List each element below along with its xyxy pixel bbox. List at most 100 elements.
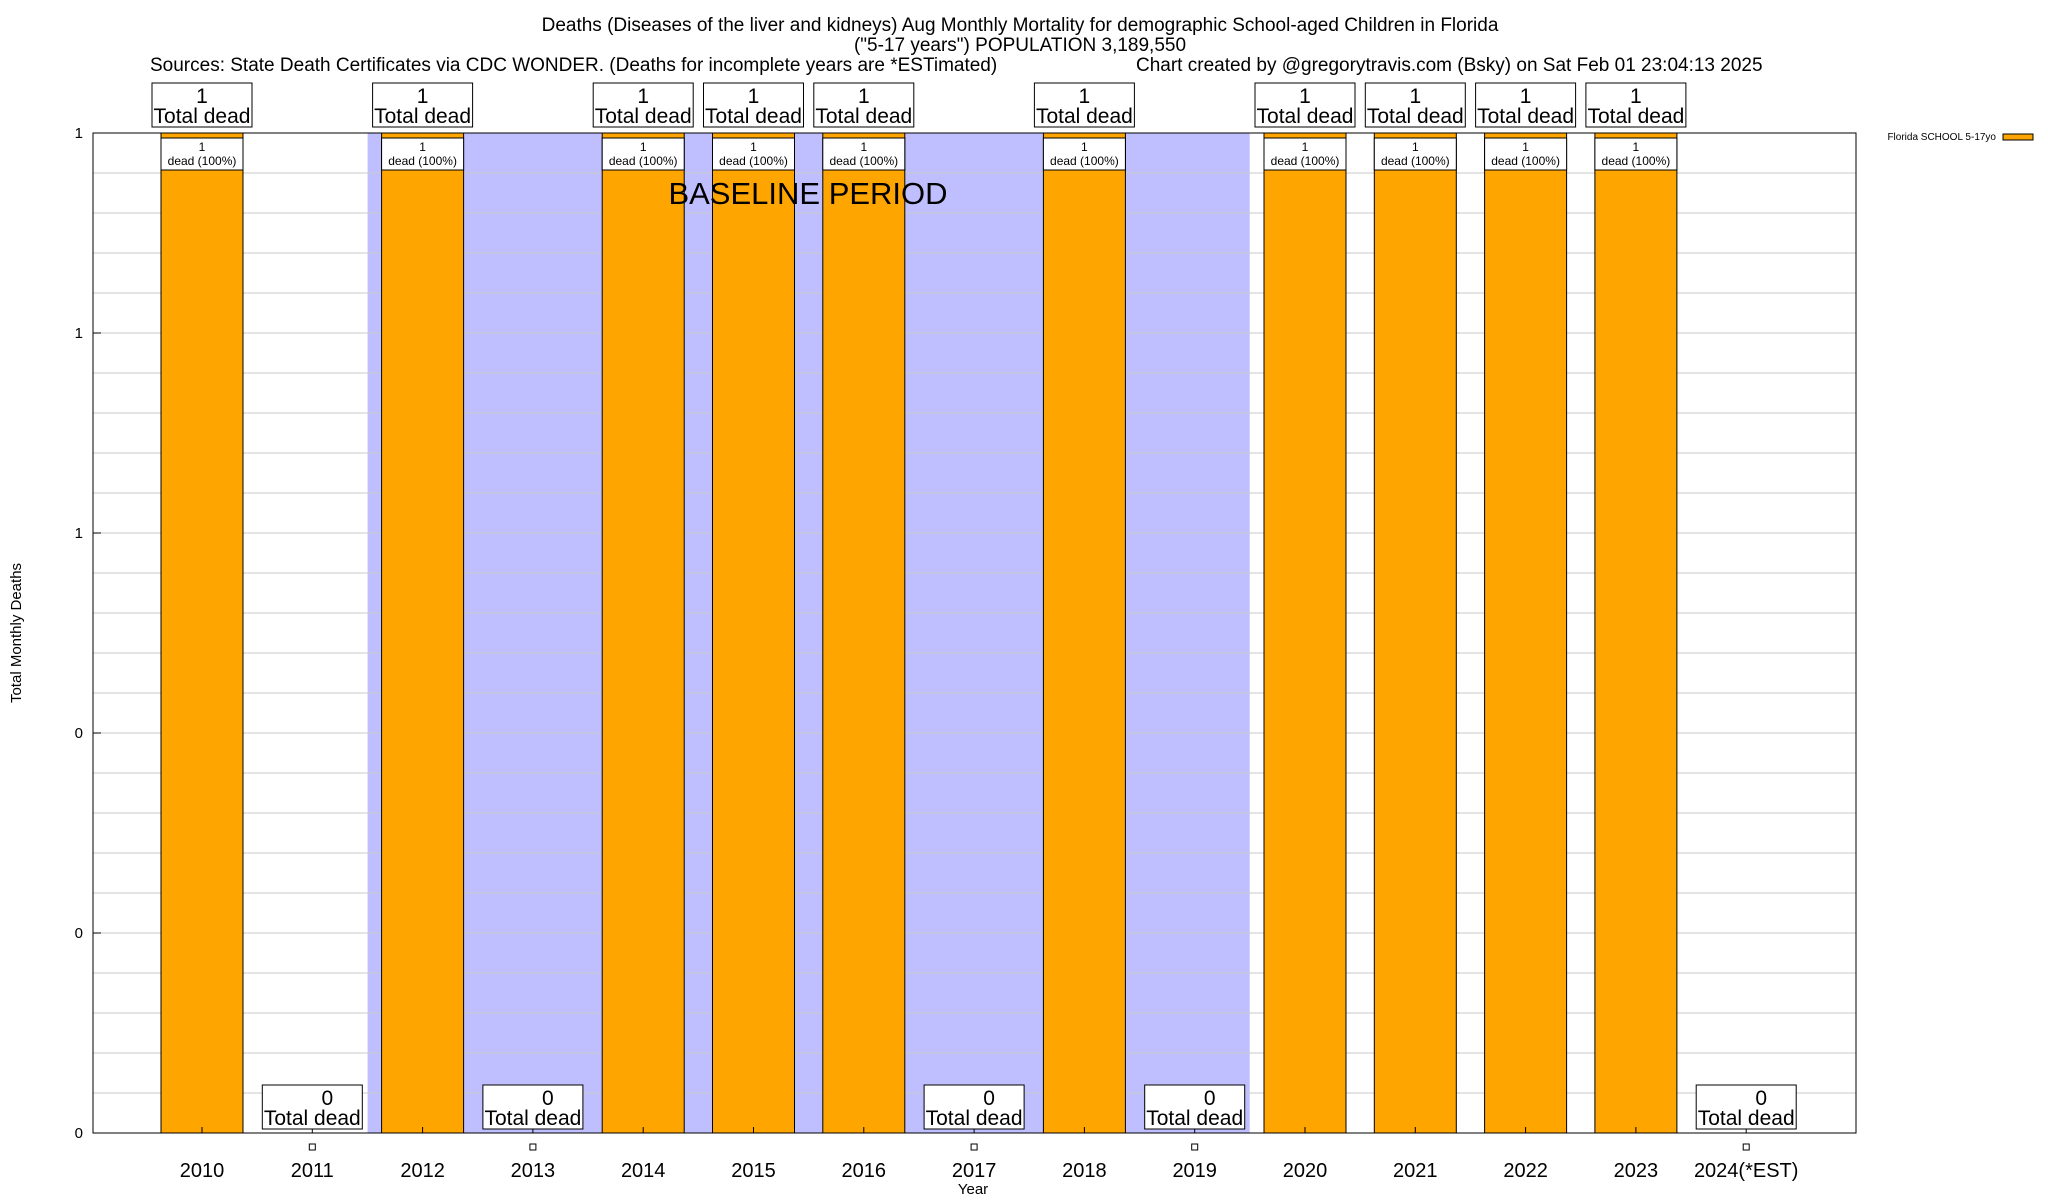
total-label-box xyxy=(1695,1084,1797,1130)
bar xyxy=(1484,132,1568,1134)
baseline-period-label: BASELINE PERIOD xyxy=(668,176,947,211)
total-label-count: 1 xyxy=(1079,85,1091,108)
total-label-count: 0 xyxy=(983,1087,995,1110)
bar-label-count: 1 xyxy=(1302,140,1309,154)
bar-label-percent: dead (100%) xyxy=(829,154,898,168)
bar-label-percent: dead (100%) xyxy=(719,154,788,168)
bar-label-percent: dead (100%) xyxy=(1271,154,1340,168)
bar-label-count: 1 xyxy=(640,140,647,154)
bar-label-box xyxy=(160,137,244,171)
total-label-count: 1 xyxy=(196,85,208,108)
total-label-box xyxy=(1033,82,1135,128)
x-tick-label: 2024(*EST) xyxy=(1694,1160,1799,1182)
total-label-box xyxy=(703,82,804,128)
x-tick-label: 2015 xyxy=(731,1160,776,1182)
zero-marker xyxy=(308,1143,316,1151)
total-label-text: Total dead xyxy=(264,1107,361,1130)
x-tick-label: 2010 xyxy=(180,1160,225,1182)
total-label-text: Total dead xyxy=(1367,105,1464,128)
zero-marker xyxy=(1742,1143,1750,1151)
total-label-count: 1 xyxy=(1630,85,1642,108)
total-label-count: 0 xyxy=(1204,1087,1216,1110)
total-label-text: Total dead xyxy=(1477,105,1574,128)
bar-layer xyxy=(160,132,1750,1151)
y-tick-layer: 0 0 0 1 1 1 xyxy=(75,125,101,1142)
bar-label-count: 1 xyxy=(419,140,426,154)
x-tick-label: 2023 xyxy=(1614,1160,1659,1182)
x-tick-label: 2022 xyxy=(1503,1160,1548,1182)
bar xyxy=(1373,132,1457,1134)
bar-label-box xyxy=(1373,137,1457,171)
total-label-text: Total dead xyxy=(1698,1107,1795,1130)
bar-label-box xyxy=(1263,137,1347,171)
bar-label-count: 1 xyxy=(1081,140,1088,154)
total-label-count: 0 xyxy=(321,1087,333,1110)
bar-label-percent: dead (100%) xyxy=(1381,154,1450,168)
x-tick-label: 2020 xyxy=(1283,1160,1328,1182)
legend-label: Florida SCHOOL 5-17yo xyxy=(1887,132,1996,143)
total-label-text: Total dead xyxy=(1587,105,1684,128)
bar-label-box xyxy=(1484,137,1568,171)
bar-label-count: 1 xyxy=(750,140,757,154)
bar-label-box xyxy=(1042,137,1126,171)
y-tick-label: 0 xyxy=(75,925,83,942)
total-label-text: Total dead xyxy=(484,1107,581,1130)
y-axis-title: Total Monthly Deaths xyxy=(8,563,25,703)
total-label-box xyxy=(1475,82,1577,128)
chart-credit: Chart created by @gregorytravis.com (Bsk… xyxy=(1136,55,1763,76)
bar xyxy=(381,132,465,1134)
total-label-count: 1 xyxy=(417,85,429,108)
bar-label-box xyxy=(1594,137,1678,171)
bar xyxy=(1263,132,1347,1134)
total-label-box xyxy=(923,1084,1025,1130)
chart-sources: Sources: State Death Certificates via CD… xyxy=(150,55,997,76)
bar-label-count: 1 xyxy=(1633,140,1640,154)
total-label-text: Total dead xyxy=(815,105,912,128)
bar-label-count: 1 xyxy=(1522,140,1529,154)
chart-title-line-1: Deaths (Diseases of the liver and kidney… xyxy=(542,15,1499,36)
total-label-count: 1 xyxy=(1520,85,1532,108)
legend-swatch xyxy=(2002,133,2034,141)
total-label-count: 1 xyxy=(1409,85,1421,108)
bar-label-percent: dead (100%) xyxy=(1491,154,1560,168)
x-tick-label: 2017 xyxy=(952,1160,997,1182)
bar-label-count: 1 xyxy=(199,140,206,154)
y-tick-label: 1 xyxy=(75,125,83,142)
total-label-text: Total dead xyxy=(154,105,251,128)
bar xyxy=(822,132,906,1134)
total-label-box xyxy=(1254,82,1356,128)
zero-marker xyxy=(970,1143,978,1151)
bar xyxy=(160,132,244,1134)
total-label-box xyxy=(482,1084,584,1130)
bar-label-box xyxy=(822,137,906,171)
total-label-box xyxy=(1364,82,1466,128)
x-tick-label: 2019 xyxy=(1172,1160,1217,1182)
bar xyxy=(1594,132,1678,1134)
y-tick-label: 0 xyxy=(75,725,83,742)
bar-label-percent: dead (100%) xyxy=(168,154,237,168)
bar xyxy=(712,132,795,1134)
bar xyxy=(601,132,685,1134)
bar-label-percent: dead (100%) xyxy=(1602,154,1671,168)
total-label-box xyxy=(813,82,915,128)
total-label-count: 0 xyxy=(542,1087,554,1110)
bar-label-percent: dead (100%) xyxy=(388,154,457,168)
x-tick-label: 2013 xyxy=(511,1160,556,1182)
chart-title-line-2: ("5-17 years") POPULATION 3,189,550 xyxy=(854,35,1186,56)
zero-marker xyxy=(1191,1143,1199,1151)
total-label-text: Total dead xyxy=(926,1107,1023,1130)
total-label-count: 0 xyxy=(1755,1087,1767,1110)
total-label-box xyxy=(1585,82,1687,128)
bar-label-percent: dead (100%) xyxy=(1050,154,1119,168)
x-axis-title: Year xyxy=(958,1181,988,1198)
total-label-count: 1 xyxy=(858,85,870,108)
total-label-text: Total dead xyxy=(374,105,471,128)
total-label-text: Total dead xyxy=(1036,105,1133,128)
y-tick-label: 1 xyxy=(75,525,83,542)
total-label-box xyxy=(151,82,253,128)
total-label-box xyxy=(1144,1084,1246,1130)
total-label-count: 1 xyxy=(637,85,649,108)
x-tick-layer: 2010 2011 2012 2013 2014 2015 2016 2017 2018 2019… xyxy=(180,1127,1799,1182)
